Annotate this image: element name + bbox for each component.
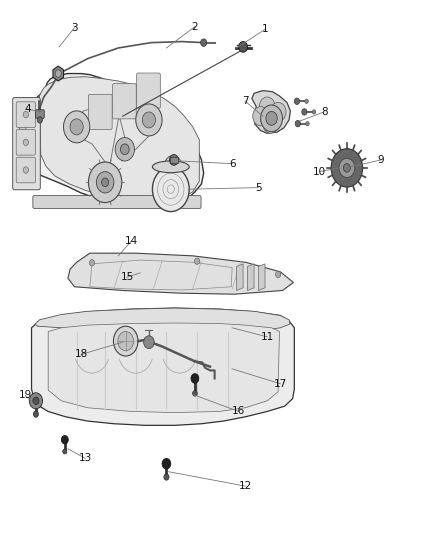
Circle shape — [193, 391, 197, 396]
Circle shape — [164, 474, 169, 480]
Circle shape — [88, 162, 122, 203]
Circle shape — [61, 435, 68, 444]
Circle shape — [96, 172, 114, 193]
Circle shape — [102, 178, 109, 187]
Polygon shape — [237, 264, 243, 290]
Circle shape — [306, 122, 309, 126]
Circle shape — [63, 449, 67, 454]
FancyBboxPatch shape — [16, 157, 35, 183]
Circle shape — [305, 99, 308, 103]
Text: 5: 5 — [255, 183, 262, 192]
Circle shape — [64, 111, 90, 143]
Circle shape — [201, 39, 207, 46]
FancyBboxPatch shape — [113, 84, 136, 119]
Ellipse shape — [152, 161, 189, 173]
Circle shape — [113, 326, 138, 356]
Circle shape — [70, 119, 83, 135]
Circle shape — [312, 110, 316, 114]
FancyBboxPatch shape — [170, 157, 178, 163]
Circle shape — [144, 336, 154, 349]
Text: 9: 9 — [378, 155, 385, 165]
Text: 7: 7 — [242, 96, 249, 106]
Circle shape — [115, 138, 134, 161]
FancyBboxPatch shape — [137, 73, 160, 108]
Circle shape — [19, 141, 26, 149]
Text: 19: 19 — [19, 391, 32, 400]
Circle shape — [136, 104, 162, 136]
Circle shape — [270, 102, 286, 122]
Circle shape — [259, 97, 275, 116]
Text: 6: 6 — [229, 159, 236, 168]
FancyBboxPatch shape — [88, 94, 112, 130]
Circle shape — [261, 105, 283, 132]
Circle shape — [142, 112, 155, 128]
Circle shape — [89, 260, 95, 266]
Circle shape — [120, 144, 129, 155]
FancyBboxPatch shape — [16, 130, 35, 155]
Polygon shape — [48, 323, 279, 413]
Circle shape — [294, 98, 300, 104]
Circle shape — [29, 393, 42, 409]
Circle shape — [191, 374, 199, 383]
FancyBboxPatch shape — [13, 98, 40, 190]
Text: 1: 1 — [261, 25, 268, 34]
Polygon shape — [247, 264, 254, 290]
Circle shape — [331, 149, 363, 187]
Circle shape — [152, 167, 189, 212]
Circle shape — [266, 111, 277, 125]
Circle shape — [295, 120, 300, 127]
Polygon shape — [32, 308, 294, 425]
Circle shape — [55, 70, 61, 77]
Circle shape — [19, 123, 26, 131]
FancyBboxPatch shape — [33, 196, 201, 208]
Circle shape — [343, 164, 350, 172]
Polygon shape — [252, 91, 290, 133]
Circle shape — [37, 117, 42, 123]
FancyBboxPatch shape — [35, 110, 44, 118]
Text: 13: 13 — [79, 454, 92, 463]
Circle shape — [32, 395, 40, 406]
Text: 18: 18 — [74, 350, 88, 359]
Circle shape — [302, 109, 307, 115]
Circle shape — [23, 139, 28, 146]
Circle shape — [33, 397, 39, 405]
Text: 15: 15 — [120, 272, 134, 282]
Circle shape — [263, 114, 279, 133]
Polygon shape — [35, 308, 290, 335]
Circle shape — [19, 104, 26, 113]
Circle shape — [33, 411, 39, 417]
Text: 16: 16 — [232, 407, 245, 416]
Circle shape — [170, 155, 178, 165]
Text: 3: 3 — [71, 23, 78, 33]
Text: 17: 17 — [274, 379, 287, 389]
Polygon shape — [68, 253, 293, 294]
Text: 14: 14 — [125, 236, 138, 246]
Text: 12: 12 — [239, 481, 252, 491]
Circle shape — [164, 156, 182, 177]
Text: 11: 11 — [261, 332, 274, 342]
Circle shape — [253, 107, 268, 126]
Text: 10: 10 — [313, 167, 326, 176]
Polygon shape — [39, 77, 199, 204]
Text: 2: 2 — [191, 22, 198, 31]
Circle shape — [194, 258, 200, 264]
Polygon shape — [15, 74, 204, 207]
FancyBboxPatch shape — [16, 102, 35, 127]
Polygon shape — [53, 66, 64, 81]
Circle shape — [276, 271, 281, 278]
Polygon shape — [258, 264, 265, 290]
Circle shape — [339, 158, 355, 177]
Text: 8: 8 — [321, 107, 328, 117]
Circle shape — [239, 42, 247, 52]
Circle shape — [23, 111, 28, 118]
Circle shape — [162, 458, 171, 469]
Circle shape — [118, 332, 134, 351]
Circle shape — [23, 167, 28, 173]
Text: 4: 4 — [24, 104, 31, 114]
